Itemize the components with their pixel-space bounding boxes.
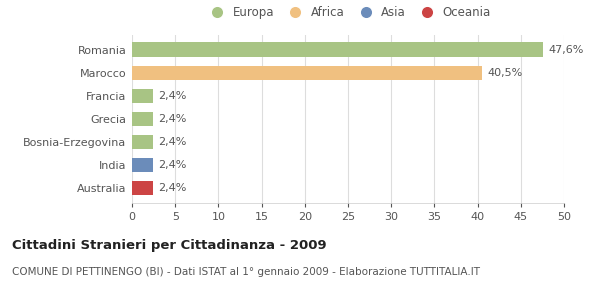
Text: 2,4%: 2,4% xyxy=(158,183,186,193)
Bar xyxy=(132,42,543,57)
Text: 2,4%: 2,4% xyxy=(158,160,186,170)
Text: 47,6%: 47,6% xyxy=(548,45,584,55)
Bar xyxy=(132,135,153,149)
Bar xyxy=(132,66,482,80)
Bar xyxy=(132,89,153,103)
Bar xyxy=(132,158,153,172)
Text: 40,5%: 40,5% xyxy=(487,68,523,78)
Text: Cittadini Stranieri per Cittadinanza - 2009: Cittadini Stranieri per Cittadinanza - 2… xyxy=(12,239,326,252)
Bar xyxy=(132,112,153,126)
Legend: Europa, Africa, Asia, Oceania: Europa, Africa, Asia, Oceania xyxy=(205,6,491,19)
Bar xyxy=(132,181,153,195)
Text: 2,4%: 2,4% xyxy=(158,137,186,147)
Text: 2,4%: 2,4% xyxy=(158,91,186,101)
Text: 2,4%: 2,4% xyxy=(158,114,186,124)
Text: COMUNE DI PETTINENGO (BI) - Dati ISTAT al 1° gennaio 2009 - Elaborazione TUTTITA: COMUNE DI PETTINENGO (BI) - Dati ISTAT a… xyxy=(12,267,480,277)
